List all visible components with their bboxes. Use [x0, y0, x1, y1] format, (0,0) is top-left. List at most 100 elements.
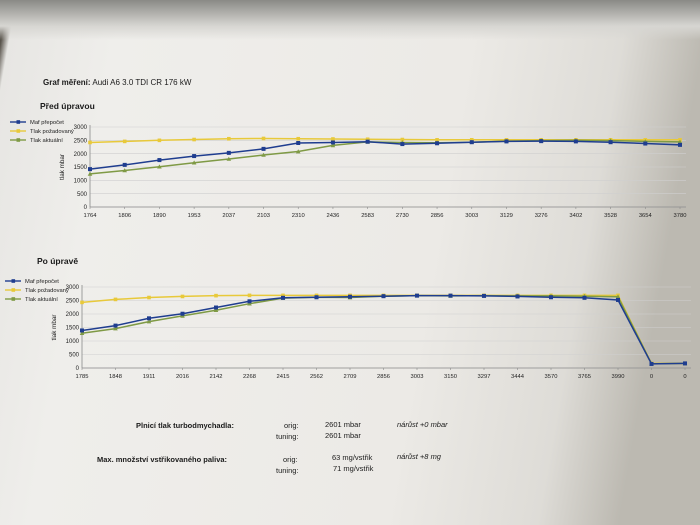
chart1-point-target	[469, 138, 474, 142]
chart1-point-target	[157, 138, 162, 143]
chart1-x-tick-label: 3654	[639, 213, 653, 219]
chart2-point-calc	[247, 299, 252, 304]
chart1-point-calc	[539, 139, 544, 144]
chart1-x-tick-label: 2856	[431, 213, 444, 219]
chart2-legend-marker	[11, 279, 16, 283]
chart1-point-target	[227, 136, 231, 141]
chart2-point-actual	[213, 307, 219, 313]
chart1-x-tick-label: 3276	[535, 213, 548, 219]
chart1-point-calc	[88, 167, 92, 172]
boost-orig-label: orig:	[284, 421, 299, 430]
chart2-x-tick-label: 2562	[310, 374, 323, 380]
chart2-y-axis-label: tlak mbar	[51, 315, 58, 341]
chart2-point-calc	[314, 295, 319, 300]
chart2-point-calc	[515, 294, 520, 299]
chart2-point-calc	[582, 295, 587, 300]
chart1-point-calc	[157, 158, 162, 163]
chart1-point-actual	[87, 171, 93, 176]
chart1-x-tick-label: 2037	[222, 213, 235, 219]
chart2-x-tick-label: 3003	[411, 374, 424, 380]
chart1-point-target	[435, 138, 439, 142]
chart2-point-actual	[615, 294, 621, 299]
chart2-point-target	[247, 293, 252, 298]
chart1-point-target	[88, 140, 92, 145]
boost-tuning-value: 2601 mbar	[325, 431, 361, 440]
chart2-y-tick-label: 3000	[66, 285, 80, 291]
chart2-point-calc	[616, 297, 620, 302]
chart2-point-calc	[448, 293, 453, 298]
page-edge-shadow	[0, 0, 700, 40]
chart1-y-axis-label: tlak mbar	[59, 154, 66, 180]
chart1-x-tick-label: 1806	[118, 213, 131, 219]
chart2-x-tick-label: 3150	[444, 374, 457, 380]
chart1-legend-label: Tlak požadovaný	[30, 129, 74, 135]
chart1-x-tick-label: 1953	[188, 213, 201, 219]
chart2-x-tick-label: 2415	[277, 374, 290, 380]
chart1-point-calc	[296, 141, 301, 145]
chart2-point-calc	[683, 361, 687, 366]
chart2-point-target	[180, 294, 185, 299]
chart2-legend-label: Tlak aktuální	[25, 297, 58, 303]
chart2-y-tick-label: 2000	[66, 312, 80, 318]
chart2-point-calc	[113, 323, 118, 328]
boost-pressure-label: Plnicí tlak turbodmychadla:	[136, 421, 234, 430]
chart2-legend-marker	[11, 297, 16, 301]
chart2-x-tick-label: 0	[683, 374, 686, 380]
chart2-point-calc	[415, 293, 419, 298]
chart1-point-target	[261, 136, 266, 141]
chart2-point-target	[214, 293, 218, 298]
chart1-point-target	[365, 137, 370, 142]
chart1-x-tick-label: 2103	[257, 213, 270, 219]
chart2-x-tick-label: 1911	[143, 374, 155, 380]
fuel-orig-label: orig:	[283, 455, 298, 464]
chart2-x-tick-label: 2856	[377, 374, 390, 380]
chart1-legend-label: Maf přepočet	[30, 120, 64, 126]
chart1-y-tick-label: 1500	[74, 165, 88, 171]
chart1-point-actual	[261, 152, 266, 157]
chart1-y-tick-label: 1000	[74, 179, 88, 185]
boost-gain: nárůst +0 mbar	[397, 420, 448, 429]
chart2-x-tick-label: 2268	[243, 374, 256, 380]
chart1-x-tick-label: 2436	[326, 213, 339, 219]
chart1-x-tick-label: 3129	[500, 213, 513, 219]
chart2-series-line	[81, 294, 685, 365]
document-title-label: Graf měření:	[43, 78, 91, 87]
chart2-point-calc	[348, 294, 352, 299]
chart2-x-tick-label: 0	[650, 374, 653, 380]
chart1-point-actual	[330, 143, 336, 148]
chart2-y-tick-label: 0	[76, 366, 80, 372]
fuel-quantity-label: Max. množství vstřikovaného paliva:	[97, 455, 228, 464]
chart1-point-calc	[643, 141, 648, 146]
chart2-x-tick-label: 2016	[176, 374, 189, 380]
chart1-x-tick-label: 1764	[84, 213, 98, 219]
fuel-tuning-label: tuning:	[276, 466, 299, 475]
chart1-point-calc	[365, 139, 370, 144]
chart1-series-line	[89, 140, 681, 170]
chart1-point-target	[296, 136, 301, 141]
chart1-x-tick-label: 3402	[569, 213, 582, 219]
chart1-point-target	[400, 137, 405, 142]
chart1-x-tick-label: 3780	[674, 213, 687, 219]
fuel-orig-value: 63 mg/vstřik	[332, 453, 373, 462]
chart1-point-calc	[469, 140, 474, 145]
chart2-x-tick-label: 2709	[344, 374, 357, 380]
chart1-point-calc	[573, 139, 578, 144]
chart1-legend-marker	[16, 129, 21, 133]
chart1-legend-marker	[16, 120, 21, 124]
boost-orig-value: 2601 mbar	[325, 420, 361, 429]
chart1-point-actual	[122, 168, 128, 173]
chart1-x-tick-label: 2310	[292, 213, 305, 219]
chart2-point-calc	[80, 328, 84, 333]
chart1-legend-marker	[16, 138, 21, 142]
chart1-point-calc	[122, 162, 127, 167]
chart2-point-actual	[79, 330, 85, 335]
chart1-x-tick-label: 2583	[361, 213, 374, 219]
chart1-x-tick-label: 2730	[396, 213, 409, 219]
chart2-point-calc	[147, 316, 151, 321]
chart2-point-calc	[281, 295, 285, 300]
chart-before-title: Před úpravou	[40, 101, 95, 111]
chart2-legend-marker	[11, 288, 16, 292]
chart1-point-actual	[157, 164, 162, 169]
chart2-legend-label: Maf přepočet	[25, 279, 59, 285]
chart1-point-calc	[435, 141, 440, 146]
